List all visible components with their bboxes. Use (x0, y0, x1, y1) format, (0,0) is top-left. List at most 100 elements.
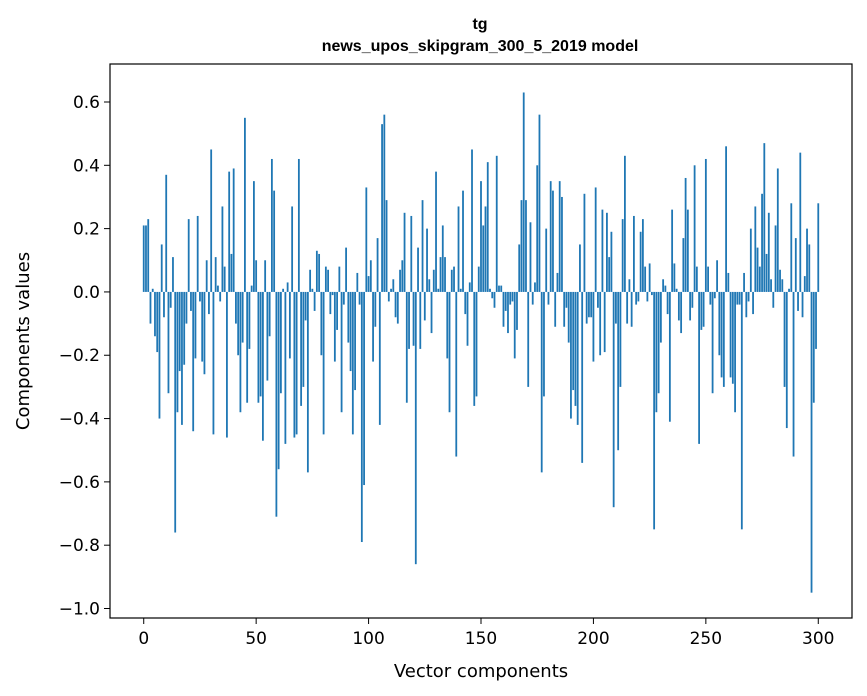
bar-274 (758, 266, 761, 292)
bar-200 (592, 291, 595, 362)
y-tick-label-8: 0.6 (73, 93, 100, 113)
bar-6 (156, 291, 159, 353)
bar-69 (297, 158, 300, 292)
bar-276 (763, 143, 766, 292)
bar-22 (192, 291, 195, 432)
bar-97 (360, 291, 363, 543)
bar-4 (151, 288, 154, 292)
bar-210 (615, 291, 617, 324)
bar-87 (338, 266, 341, 292)
bar-35 (221, 206, 224, 292)
bar-195 (581, 291, 584, 463)
bar-103 (374, 291, 377, 327)
bar-216 (628, 279, 631, 292)
bar-233 (666, 291, 669, 315)
bar-80 (322, 291, 325, 435)
bar-90 (345, 247, 347, 292)
bar-58 (273, 190, 276, 292)
bar-63 (284, 291, 287, 444)
bar-134 (444, 257, 446, 292)
bar-12 (169, 291, 172, 308)
bar-7 (158, 291, 161, 419)
bar-184 (556, 272, 559, 292)
bar-10 (165, 174, 168, 292)
bar-37 (226, 291, 228, 438)
bar-119 (410, 215, 413, 292)
bar-29 (208, 291, 210, 315)
bar-72 (304, 291, 307, 321)
bar-168 (520, 200, 523, 292)
bar-149 (477, 266, 480, 292)
bar-130 (435, 171, 437, 292)
y-tick-label-5: 0.0 (73, 283, 100, 303)
bar-68 (295, 291, 298, 435)
bar-16 (178, 291, 181, 372)
bar-151 (482, 225, 485, 292)
x-tick-label-300: 300 (802, 629, 834, 649)
bar-247 (698, 291, 700, 444)
bar-218 (633, 215, 635, 292)
bar-42 (237, 291, 240, 356)
bar-191 (572, 291, 575, 391)
y-tick-label-1: −0.8 (59, 536, 100, 556)
bar-82 (327, 269, 329, 292)
bar-125 (423, 291, 426, 321)
x-tick-label-0: 0 (138, 629, 149, 649)
bar-108 (385, 200, 388, 292)
x-tick-label-100: 100 (352, 629, 384, 649)
bar-115 (401, 260, 404, 292)
x-tick-label-250: 250 (690, 629, 722, 649)
bar-70 (300, 291, 303, 406)
bar-290 (794, 238, 797, 292)
bar-30 (210, 149, 213, 292)
bar-246 (695, 266, 698, 292)
bar-266 (740, 291, 743, 530)
bar-196 (583, 193, 586, 292)
bar-85 (333, 291, 336, 362)
bar-261 (729, 291, 732, 378)
bar-285 (783, 291, 786, 387)
bar-14 (174, 291, 177, 533)
y-tick-label-6: 0.2 (73, 220, 100, 240)
bar-71 (302, 291, 305, 387)
bar-101 (369, 260, 372, 292)
bar-165 (513, 291, 516, 359)
bar-122 (417, 247, 419, 292)
bar-17 (181, 291, 183, 425)
plot-frame (109, 63, 853, 619)
bar-293 (801, 291, 804, 318)
bar-213 (621, 219, 624, 292)
bar-144 (466, 291, 469, 346)
bar-106 (381, 124, 383, 292)
bar-45 (244, 117, 246, 292)
bar-91 (347, 291, 350, 343)
bar-1 (145, 225, 147, 292)
bar-31 (212, 291, 215, 435)
bar-295 (806, 228, 808, 292)
bar-131 (437, 288, 440, 292)
bar-202 (597, 291, 599, 308)
bar-257 (720, 291, 723, 378)
bar-152 (484, 206, 487, 292)
bar-275 (761, 193, 763, 292)
bar-206 (606, 212, 608, 292)
bar-203 (599, 291, 602, 356)
bar-284 (781, 279, 784, 292)
bar-198 (588, 291, 590, 318)
bar-56 (268, 291, 271, 337)
bar-298 (812, 291, 815, 403)
chart-title: tg (472, 16, 487, 33)
bar-243 (689, 291, 692, 321)
bar-28 (205, 260, 208, 292)
bar-270 (749, 228, 752, 292)
bar-217 (630, 291, 633, 327)
bar-139 (455, 291, 458, 457)
bar-5 (154, 291, 156, 337)
bar-32 (214, 257, 217, 292)
bar-241 (684, 177, 687, 292)
bar-26 (201, 291, 204, 362)
bar-138 (453, 266, 455, 292)
bar-79 (320, 291, 323, 356)
bar-34 (219, 291, 222, 302)
